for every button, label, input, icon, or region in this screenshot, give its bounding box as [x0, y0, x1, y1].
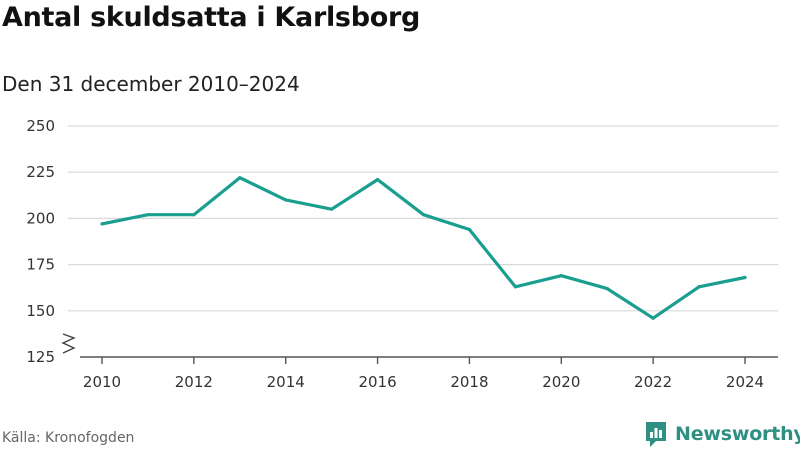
data-point: [605, 287, 609, 291]
x-tick-label: 2020: [542, 373, 580, 391]
axis-break-zigzag: [61, 333, 76, 354]
data-point: [421, 213, 426, 217]
x-tick-label: 2010: [83, 373, 121, 391]
data-point: [192, 213, 196, 217]
y-tick-label: 225: [26, 163, 55, 181]
x-tick-label: 2022: [634, 373, 672, 391]
data-point: [559, 274, 563, 278]
x-tick-label: 2014: [267, 373, 305, 391]
y-axis-labels: 125 150 175 200 225 250: [26, 117, 55, 366]
gridlines: [68, 125, 778, 358]
y-tick-label: 150: [26, 302, 55, 320]
y-tick-label: 250: [26, 117, 55, 135]
data-point: [651, 316, 655, 320]
bar-chart-speech-bubble-icon: [646, 422, 666, 447]
x-tick-label: 2024: [726, 373, 764, 391]
axis-break-icon: [61, 333, 76, 354]
data-point: [146, 213, 150, 217]
x-tick-label: 2012: [175, 373, 213, 391]
y-tick-label: 125: [26, 348, 55, 366]
brand-logo: Newsworthy: [644, 419, 800, 449]
data-point: [330, 207, 334, 211]
data-point: [467, 227, 472, 232]
data-point: [513, 285, 517, 289]
series-layer: [100, 176, 747, 320]
source-note: Källa: Kronofogden: [2, 430, 135, 446]
data-point: [100, 222, 104, 226]
data-point: [697, 285, 701, 289]
brand-name: Newsworthy: [675, 423, 800, 445]
y-tick-label: 200: [26, 209, 55, 227]
x-axis-labels: 2010 2012 2014 2016 2018 2020 2022 2024: [83, 357, 764, 391]
data-point: [375, 177, 380, 182]
data-point: [284, 198, 288, 202]
x-tick-label: 2018: [450, 373, 488, 391]
series-line: [100, 176, 747, 320]
x-tick-label: 2016: [358, 373, 396, 391]
data-point: [743, 275, 747, 280]
chart-title: Antal skuldsatta i Karlsborg: [2, 2, 421, 33]
chart-subtitle: Den 31 december 2010–2024: [2, 72, 300, 96]
data-point: [238, 176, 242, 180]
y-tick-label: 175: [26, 256, 55, 274]
